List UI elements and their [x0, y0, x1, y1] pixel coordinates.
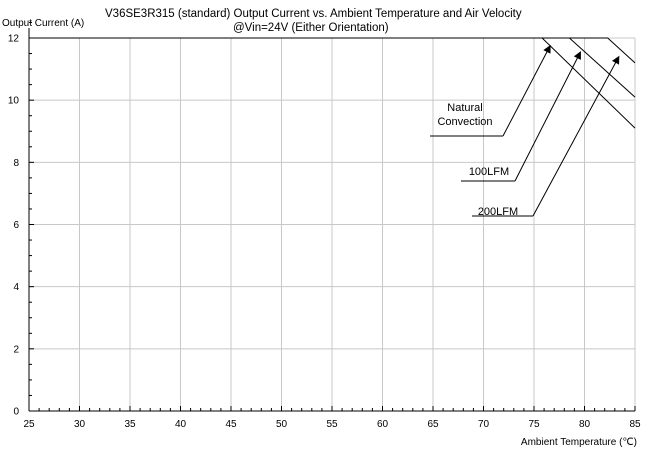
series-line-2: [29, 37, 636, 64]
chart-subtitle: @Vin=24V (Either Orientation): [233, 22, 389, 34]
x-tick-label: 50: [276, 419, 288, 430]
y-tick-label: 8: [13, 158, 19, 169]
x-tick-label: 25: [23, 419, 35, 430]
y-tick-label: 2: [13, 344, 19, 355]
annotation-label: 100LFM: [469, 166, 509, 178]
x-tick-label: 65: [427, 419, 439, 430]
annotation-label: 200LFM: [478, 206, 518, 218]
y-tick-label: 0: [13, 407, 19, 418]
x-tick-label: 35: [124, 419, 136, 430]
annotation-leader-arrow: [532, 55, 620, 217]
x-tick-label: 70: [478, 419, 490, 430]
x-tick-label: 55: [326, 419, 338, 430]
y-tick-label: 12: [8, 34, 20, 45]
x-tick-label: 85: [629, 419, 641, 430]
x-tick-label: 60: [377, 419, 389, 430]
gridlines: [29, 37, 636, 411]
annotation-leader-arrow: [502, 44, 551, 137]
x-tick-label: 80: [579, 419, 591, 430]
annotation-label: Convection: [437, 116, 492, 128]
x-tick-label: 30: [74, 419, 86, 430]
x-tick-label: 45: [225, 419, 237, 430]
x-axis-label: Ambient Temperature (℃): [521, 437, 637, 448]
y-tick-label: 4: [13, 282, 19, 293]
annotation-label: Natural: [447, 102, 482, 114]
annotation-leader-arrow: [514, 51, 581, 182]
y-axis-label: Output Current (A): [2, 18, 84, 29]
series-annotations: Natural Convection 100LFM 200LFM: [430, 44, 620, 218]
x-tick-label: 75: [528, 419, 540, 430]
y-tick-label: 6: [13, 220, 19, 231]
y-tick-label: 10: [8, 96, 20, 107]
tick-labels: 25 30 35 40 45 50 55 60 65 70 75 80 85 0 2 4 6 8 10 12: [8, 34, 641, 431]
x-tick-label: 40: [175, 419, 187, 430]
chart-title: V36SE3R315 (standard) Output Current vs.…: [105, 8, 522, 20]
series-lines: [29, 37, 636, 129]
